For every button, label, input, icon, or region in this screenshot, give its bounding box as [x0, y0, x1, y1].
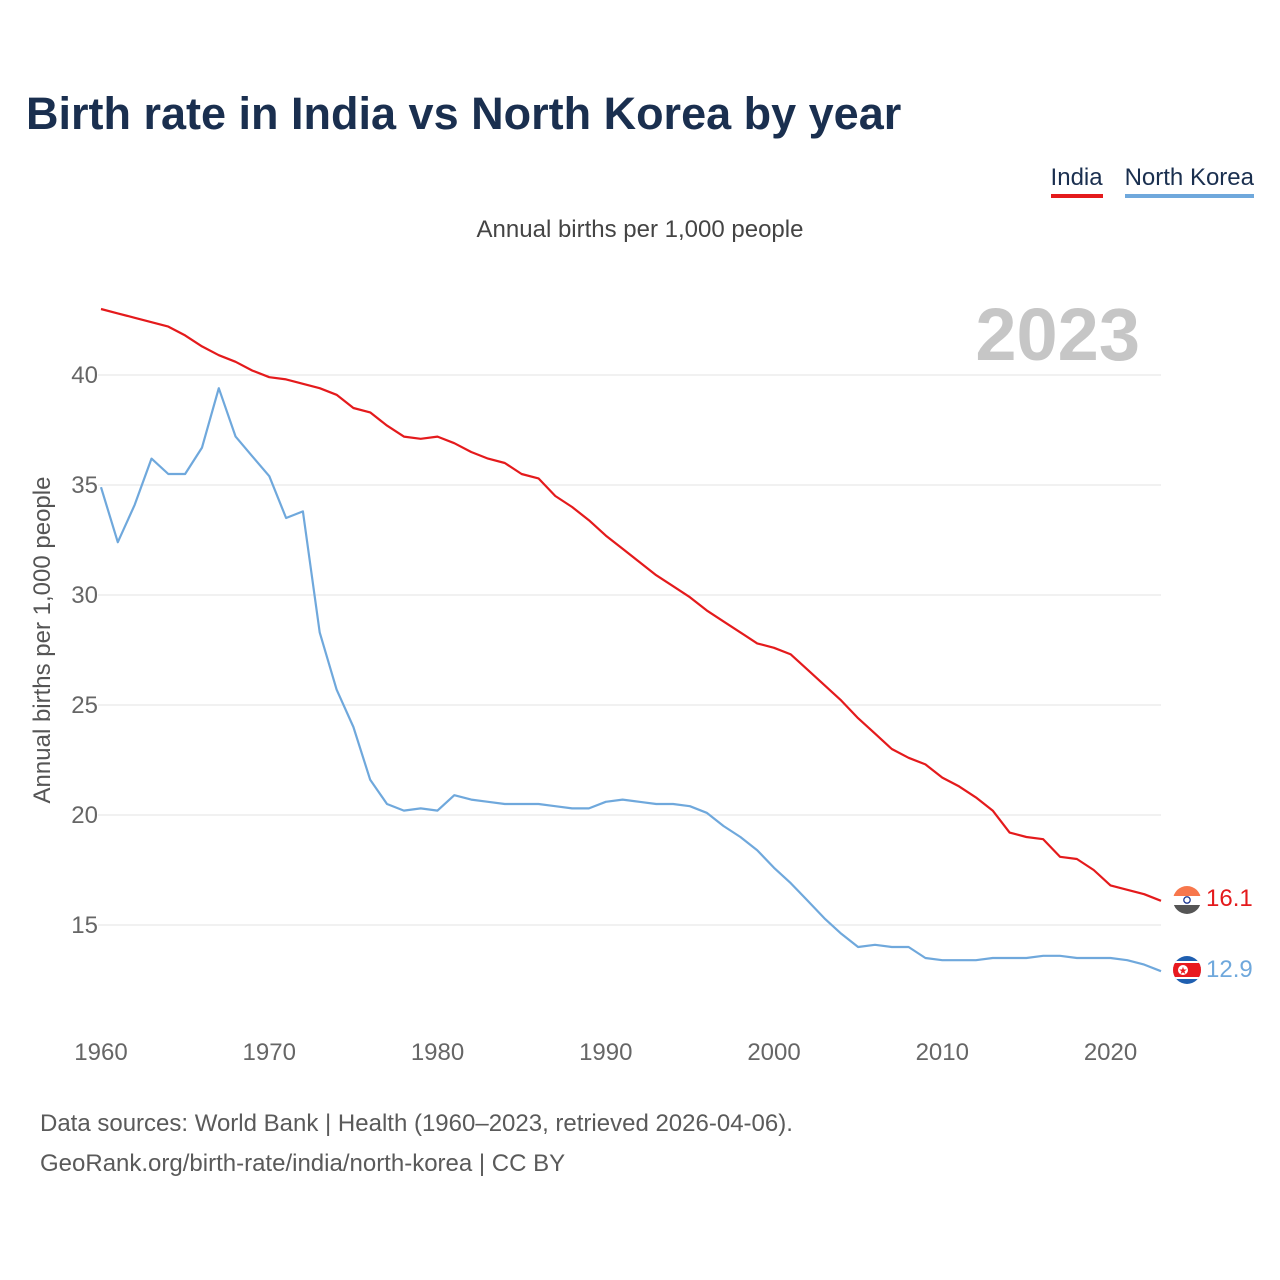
y-tick-label: 35	[71, 472, 98, 499]
x-tick-label: 1980	[411, 1039, 464, 1066]
data-sources: Data sources: World Bank | Health (1960–…	[40, 1104, 793, 1184]
series-line-india	[100, 307, 1162, 902]
legend: India North Korea	[1050, 164, 1254, 198]
y-tick-label: 25	[71, 692, 98, 719]
north-korea-flag-icon: ★	[1173, 956, 1201, 984]
end-markers: ★ 16.1 12.9	[1173, 885, 1253, 984]
series-line-north-korea	[99, 387, 1162, 973]
attribution-line: GeoRank.org/birth-rate/india/north-korea…	[40, 1150, 566, 1177]
sources-line: Data sources: World Bank | Health (1960–…	[40, 1110, 793, 1137]
y-tick-label: 15	[71, 912, 98, 939]
y-tick-label: 40	[71, 362, 98, 389]
x-tick-label: 2020	[1084, 1039, 1137, 1066]
series-lines	[99, 307, 1162, 973]
legend-item-north-korea[interactable]: North Korea	[1124, 164, 1254, 198]
legend-item-india[interactable]: India	[1050, 164, 1103, 198]
x-tick-label: 1970	[243, 1039, 296, 1066]
y-axis-ticks: 15 20 25 30 35 40	[71, 362, 98, 939]
chart-title: Birth rate in India vs North Korea by ye…	[26, 88, 902, 139]
x-tick-label: 1990	[579, 1039, 632, 1066]
chart-subtitle: Annual births per 1,000 people	[476, 216, 804, 243]
x-axis-ticks: 1960 1970 1980 1990 2000 2010 2020	[74, 1039, 1137, 1066]
india-flag-icon	[1173, 886, 1201, 914]
year-watermark: 2023	[975, 293, 1140, 376]
x-tick-label: 2000	[747, 1039, 800, 1066]
india-end-label: 16.1	[1206, 885, 1253, 912]
x-tick-label: 2010	[916, 1039, 969, 1066]
y-tick-label: 30	[71, 582, 98, 609]
y-tick-label: 20	[71, 802, 98, 829]
x-tick-label: 1960	[74, 1039, 127, 1066]
svg-text:★: ★	[1179, 966, 1188, 977]
north-korea-end-label: 12.9	[1206, 956, 1253, 983]
y-axis-label: Annual births per 1,000 people	[29, 477, 56, 804]
gridlines	[98, 374, 1161, 926]
